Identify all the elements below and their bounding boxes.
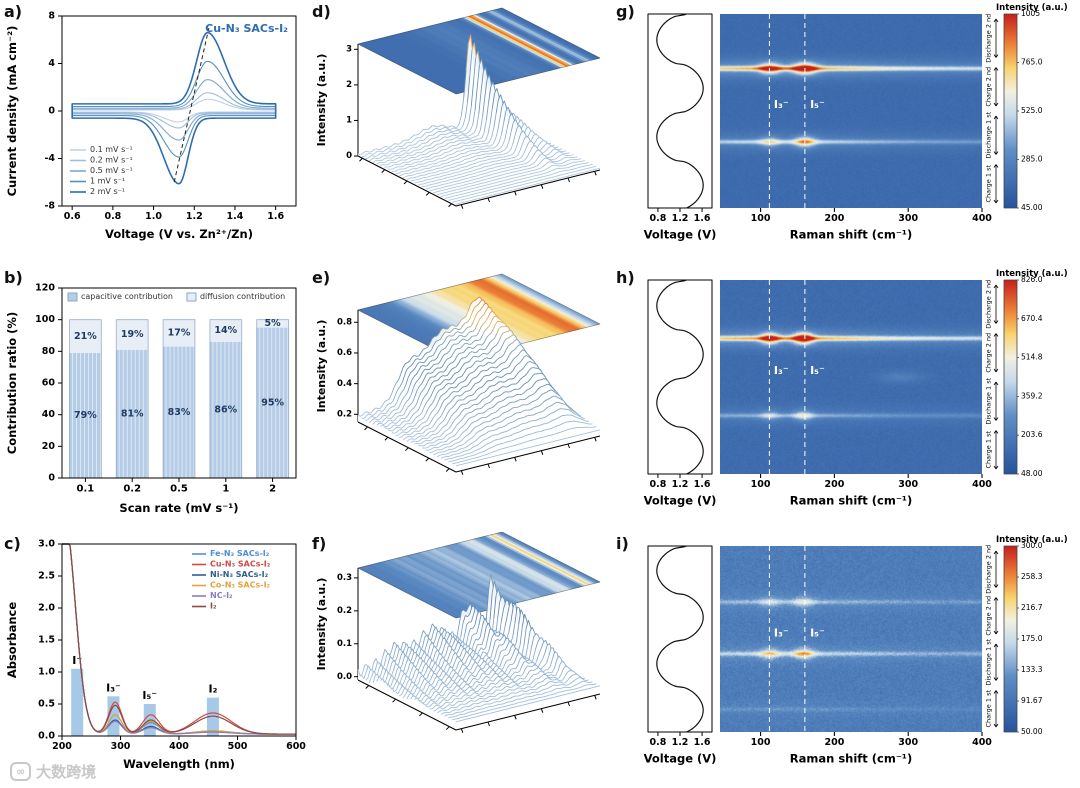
panel-letter-i: i)	[616, 534, 629, 553]
surface3d-canvas-e	[308, 266, 612, 532]
panel-f-3d-surface: f)	[308, 532, 612, 788]
panel-a-cv: a)	[0, 0, 308, 266]
panel-letter-a: a)	[4, 2, 23, 21]
raman-heatmap-canvas-g	[612, 0, 1080, 266]
raman-heatmap-canvas-h	[612, 266, 1080, 532]
surface3d-canvas-f	[308, 532, 612, 788]
panel-e-3d-surface: e)	[308, 266, 612, 532]
panel-letter-h: h)	[616, 268, 635, 287]
panel-g-raman-heatmap: g)	[612, 0, 1080, 266]
panel-i-raman-heatmap: i)	[612, 532, 1080, 788]
panel-h-raman-heatmap: h)	[612, 266, 1080, 532]
panel-letter-e: e)	[312, 268, 331, 287]
panel-letter-g: g)	[616, 2, 635, 21]
panel-b-contribution-bars: b)	[0, 266, 308, 532]
watermark-logo-icon: ∞	[10, 762, 32, 781]
uvvis-plot-canvas	[0, 532, 308, 788]
panel-c-uvvis: c)	[0, 532, 308, 788]
watermark: ∞ 大数跨境	[10, 761, 96, 782]
bar-chart-canvas	[0, 266, 308, 532]
cv-plot-canvas	[0, 0, 308, 266]
watermark-text: 大数跨境	[36, 763, 97, 781]
panel-letter-d: d)	[312, 2, 331, 21]
panel-letter-c: c)	[4, 534, 21, 553]
raman-heatmap-canvas-i	[612, 532, 1080, 788]
surface3d-canvas-d	[308, 0, 612, 266]
panel-letter-b: b)	[4, 268, 23, 287]
panel-d-3d-surface: d)	[308, 0, 612, 266]
panel-letter-f: f)	[312, 534, 327, 553]
